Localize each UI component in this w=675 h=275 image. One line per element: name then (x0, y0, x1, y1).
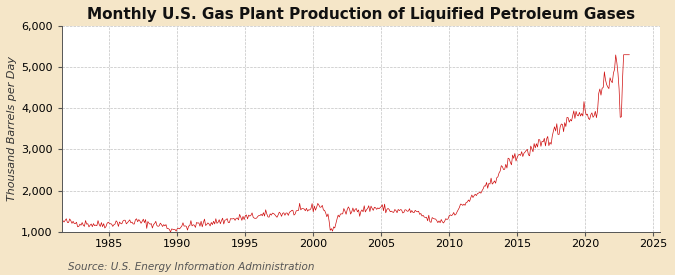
Text: Source: U.S. Energy Information Administration: Source: U.S. Energy Information Administ… (68, 262, 314, 271)
Title: Monthly U.S. Gas Plant Production of Liquified Petroleum Gases: Monthly U.S. Gas Plant Production of Liq… (87, 7, 635, 22)
Y-axis label: Thousand Barrels per Day: Thousand Barrels per Day (7, 56, 17, 201)
